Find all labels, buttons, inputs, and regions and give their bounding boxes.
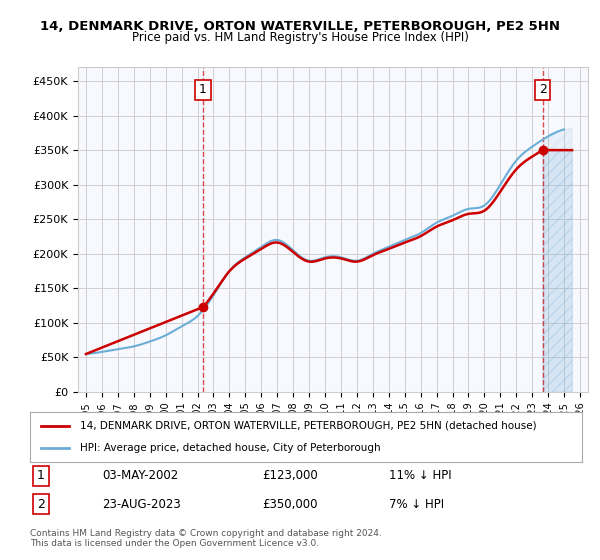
Text: 11% ↓ HPI: 11% ↓ HPI bbox=[389, 469, 451, 482]
Text: 1: 1 bbox=[37, 469, 45, 482]
Text: HPI: Average price, detached house, City of Peterborough: HPI: Average price, detached house, City… bbox=[80, 443, 380, 453]
Text: 03-MAY-2002: 03-MAY-2002 bbox=[102, 469, 178, 482]
Text: 14, DENMARK DRIVE, ORTON WATERVILLE, PETERBOROUGH, PE2 5HN: 14, DENMARK DRIVE, ORTON WATERVILLE, PET… bbox=[40, 20, 560, 32]
Text: 7% ↓ HPI: 7% ↓ HPI bbox=[389, 498, 444, 511]
Text: 2: 2 bbox=[37, 498, 45, 511]
Text: 23-AUG-2023: 23-AUG-2023 bbox=[102, 498, 181, 511]
Text: This data is licensed under the Open Government Licence v3.0.: This data is licensed under the Open Gov… bbox=[30, 539, 319, 548]
Text: £123,000: £123,000 bbox=[262, 469, 317, 482]
Text: 2: 2 bbox=[539, 83, 547, 96]
Text: Price paid vs. HM Land Registry's House Price Index (HPI): Price paid vs. HM Land Registry's House … bbox=[131, 31, 469, 44]
Text: Contains HM Land Registry data © Crown copyright and database right 2024.: Contains HM Land Registry data © Crown c… bbox=[30, 529, 382, 538]
Text: 14, DENMARK DRIVE, ORTON WATERVILLE, PETERBOROUGH, PE2 5HN (detached house): 14, DENMARK DRIVE, ORTON WATERVILLE, PET… bbox=[80, 421, 536, 431]
Text: £350,000: £350,000 bbox=[262, 498, 317, 511]
Text: 1: 1 bbox=[199, 83, 207, 96]
